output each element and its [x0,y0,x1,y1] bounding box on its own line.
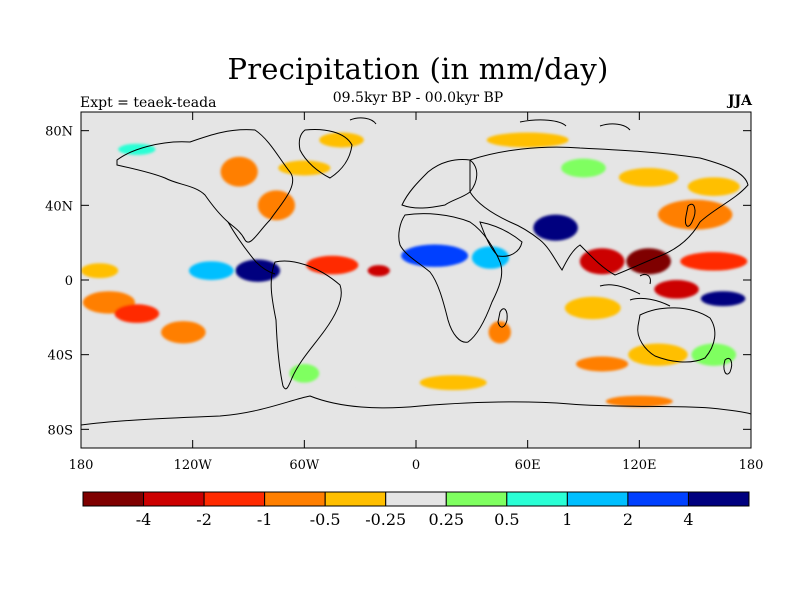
coast-new-zealand [723,357,733,375]
coast-madagascar [497,308,508,328]
anomaly-patch-4 [134,380,195,404]
colorbar-swatch-7 [506,491,568,507]
anomaly-patch-24 [680,252,748,271]
colorbar-label-4: -0.25 [365,510,406,529]
coast-arabia [479,221,523,257]
lon-tick-label: 0 [412,458,420,473]
lat-tick-label: 40S [48,349,73,364]
colorbar-label-5: 0.25 [428,510,464,529]
coastlines [81,117,751,426]
anomaly-patch-25 [564,296,621,320]
anomaly-patch-23 [626,248,671,275]
colorbar-swatch-3 [264,491,326,507]
colorbar-label-1: -2 [196,510,212,529]
anomaly-patch-7 [306,255,359,275]
anomaly-patch-20 [419,375,487,391]
anomaly-patch-29 [687,177,740,197]
axis-ticks [80,112,752,448]
anomaly-patch-16 [401,244,469,267]
coast-asia [469,146,749,276]
anomaly-patch-13 [319,132,364,148]
anomaly-patch-0 [81,263,119,279]
lon-tick-label: 180 [739,458,764,473]
coast-japan [685,203,696,227]
anomaly-patch-32 [628,343,688,366]
lon-tick-label: 120W [174,458,213,473]
anomaly-patch-26 [654,280,699,299]
colorbar-swatch-1 [143,491,205,507]
anomaly-patch-33 [576,356,629,372]
lat-tick-label: 80S [48,423,73,438]
anomaly-patch-3 [161,321,206,344]
colorbar-swatch-0 [82,491,145,507]
coast-australia [637,307,716,363]
colorbar-label-6: 0.5 [494,510,519,529]
colorbar-label-0: -4 [136,510,152,529]
map-title: Precipitation (in mm/day) [227,52,609,86]
lat-tick-label: 40N [45,199,73,214]
anomaly-patch-2 [114,304,160,323]
experiment-label: Expt = teaek-teada [80,95,217,111]
colorbar-swatch-5 [385,491,447,507]
anomaly-patch-34 [691,343,737,366]
coast-south-america [270,260,342,390]
season-label: JJA [727,93,752,109]
lon-tick-label: 60E [515,458,541,473]
colorbar-swatch-10 [687,491,750,507]
map-subtitle: 09.5kyr BP - 00.0kyr BP [332,90,504,106]
colorbar-swatch-8 [566,491,629,507]
anomaly-patch-18 [488,321,511,344]
anomaly-patch-30 [486,132,569,148]
colorbar-swatch-4 [324,491,387,507]
anomaly-patch-36 [561,158,606,178]
anomaly-patch-21 [533,214,578,241]
coast-europe [401,159,478,209]
lat-tick-label: 80N [45,125,73,140]
coast-greenland [298,129,353,179]
anomaly-patch-15 [356,375,402,391]
colorbar-swatch-2 [203,491,266,507]
precip-anomalies [81,132,748,407]
anomaly-patch-6 [235,259,281,282]
colorbar-swatch-9 [627,491,689,507]
colorbar-label-3: -0.5 [310,510,341,529]
anomaly-patch-27 [700,291,746,307]
lon-tick-label: 180 [69,458,94,473]
coast-arctic-islands [349,117,631,131]
anomaly-patch-5 [188,261,234,280]
anomaly-patch-12 [278,160,331,176]
lat-tick-label: 0 [65,274,73,289]
anomaly-patch-22 [579,248,625,275]
colorbar-label-2: -1 [257,510,273,529]
anomaly-patch-19 [416,330,454,350]
colorbar-swatch-6 [445,491,508,507]
anomaly-patch-17 [471,246,510,269]
lon-tick-label: 60W [289,458,320,473]
coast-north-america [116,129,293,243]
colorbar: -4 -2 -1 -0.5 -0.25 0.25 0.5 1 2 4 [82,491,750,529]
coast-africa [398,213,503,343]
anomaly-patch-11 [220,156,258,187]
colorbar-label-7: 1 [562,510,572,529]
colorbar-label-8: 2 [623,510,633,529]
anomaly-patch-35 [605,395,673,407]
lon-tick-label: 120E [622,458,656,473]
anomaly-patch-10 [257,190,296,221]
coast-indonesia [599,273,671,307]
coast-antarctica [81,395,751,426]
axis-tick-labels: 80N 40N 0 40S 80S 180 120W 60W 0 60E 120E 180 [45,125,763,473]
colorbar-label-9: 4 [683,510,693,529]
anomaly-patch-31 [618,168,679,187]
coast-central-america [227,221,276,275]
anomaly-patch-8 [367,265,390,277]
